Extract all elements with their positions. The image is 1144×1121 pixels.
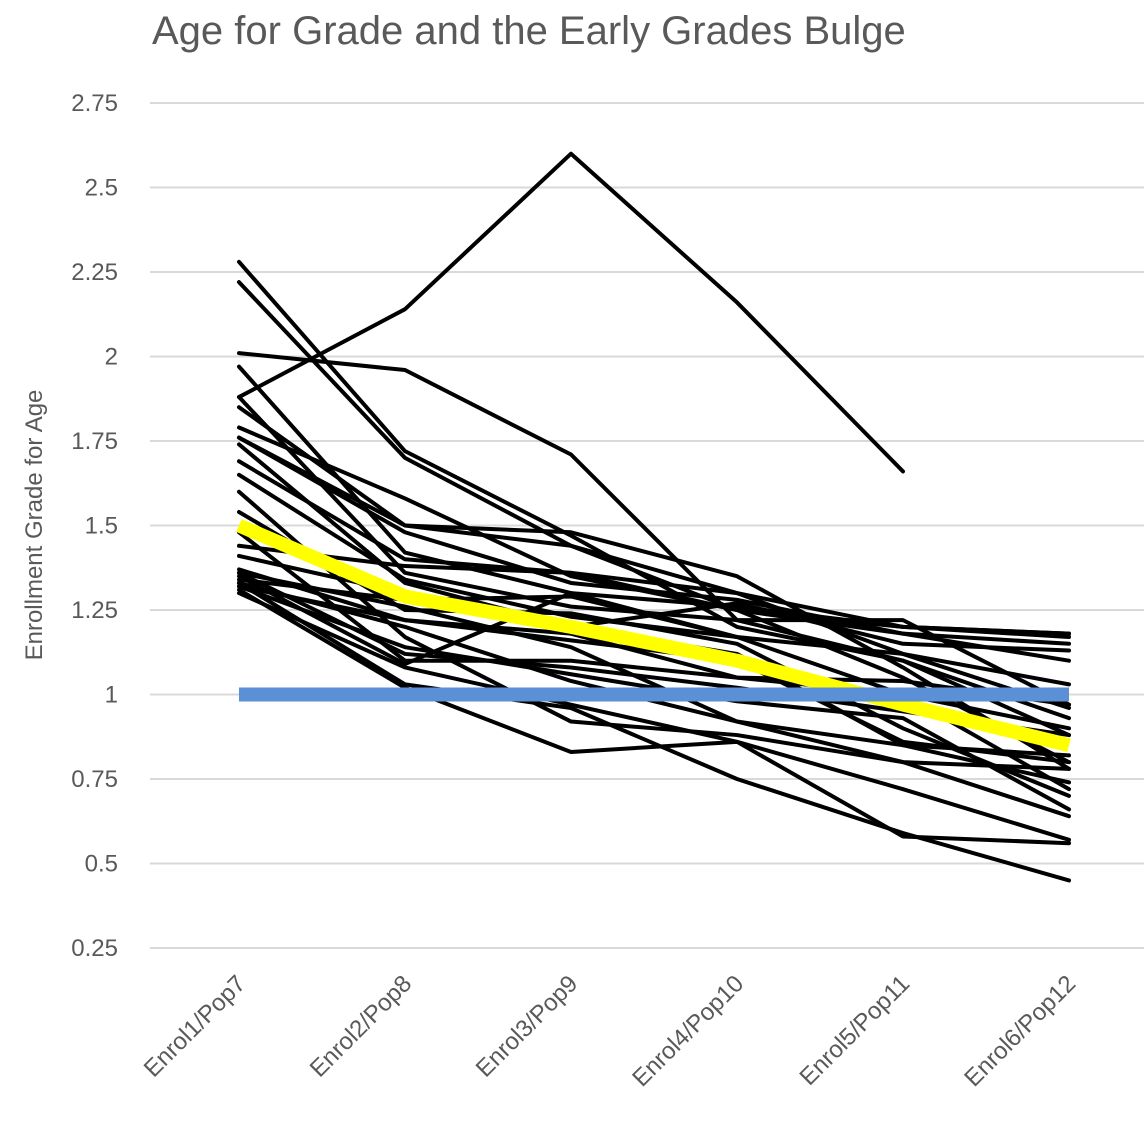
series-line xyxy=(237,580,1071,883)
y-tick-label: 2 xyxy=(105,344,118,371)
x-tick-label: Enrol1/Pop7 xyxy=(139,970,251,1082)
y-tick-label: 1.75 xyxy=(71,428,118,455)
y-tick-label: 1.25 xyxy=(71,597,118,624)
series-line xyxy=(237,509,1071,798)
y-axis-label: Enrollment Grade for Age xyxy=(21,390,48,661)
series-line xyxy=(236,519,1071,752)
series-line xyxy=(237,351,1071,738)
x-tick-label: Enrol4/Pop10 xyxy=(627,970,749,1092)
y-tick-label: 0.25 xyxy=(71,935,118,962)
series-line xyxy=(237,570,1071,819)
y-tick-label: 2.75 xyxy=(71,90,118,117)
series-line xyxy=(237,442,1071,653)
y-tick-label: 0.75 xyxy=(71,766,118,793)
series-line xyxy=(237,151,905,474)
series-line xyxy=(237,587,1071,846)
y-tick-label: 0.5 xyxy=(85,851,118,878)
series-line xyxy=(237,459,1071,663)
x-tick-label: Enrol2/Pop8 xyxy=(305,970,417,1082)
series-line xyxy=(237,591,1071,842)
x-tick-label: Enrol5/Pop11 xyxy=(795,970,916,1091)
y-tick-label: 1 xyxy=(105,682,118,709)
series-line xyxy=(237,574,1071,667)
x-tick-label: Enrol3/Pop9 xyxy=(471,970,583,1082)
chart-title: Age for Grade and the Early Grades Bulge xyxy=(152,9,906,53)
series-line xyxy=(237,435,1071,771)
y-tick-label: 1.5 xyxy=(85,513,118,540)
y-tick-label: 2.25 xyxy=(71,259,118,286)
y-tick-label: 2.5 xyxy=(85,175,118,202)
series-line xyxy=(237,543,1071,711)
x-tick-label: Enrol6/Pop12 xyxy=(959,970,1081,1092)
